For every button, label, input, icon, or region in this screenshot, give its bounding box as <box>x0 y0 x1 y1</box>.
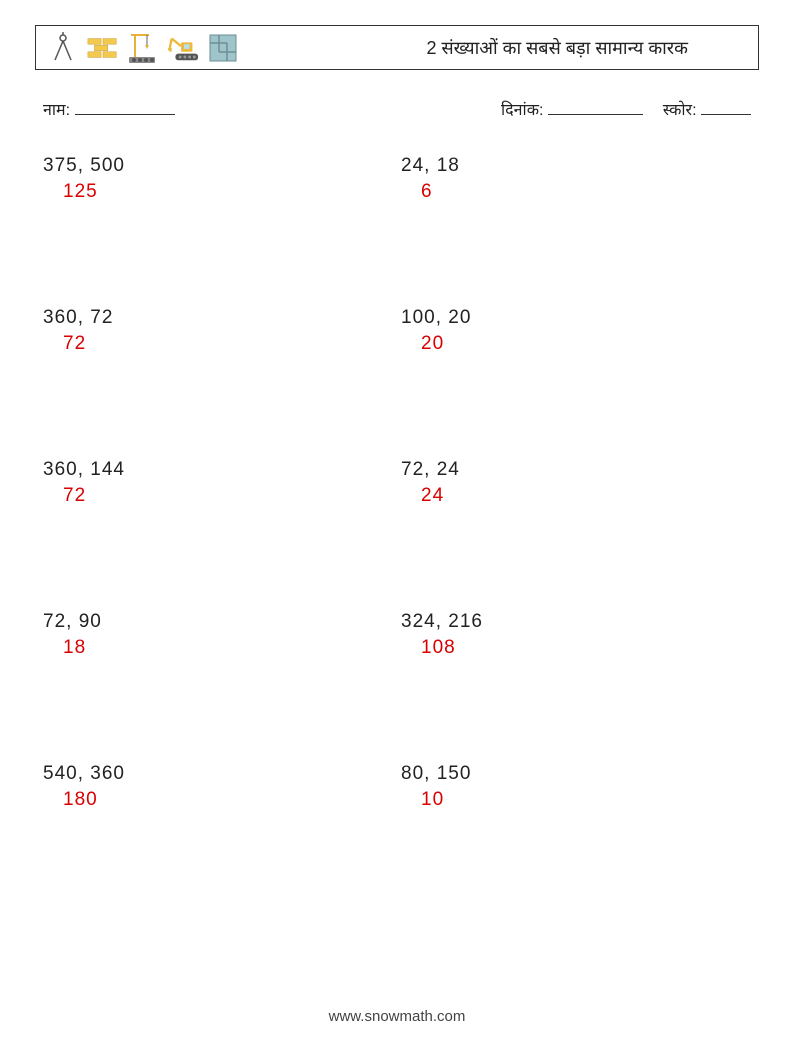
header-box: 2 संख्याओं का सबसे बड़ा सामान्य कारक <box>35 25 759 70</box>
problem-numbers: 72, 90 <box>43 611 401 633</box>
score-blank <box>701 98 751 115</box>
bricks-icon <box>86 31 120 65</box>
info-row: नाम: दिनांक: स्कोर: <box>35 98 759 120</box>
problem-numbers: 375, 500 <box>43 155 401 177</box>
worksheet-title: 2 संख्याओं का सबसे बड़ा सामान्य कारक <box>426 36 748 60</box>
name-blank <box>75 98 175 115</box>
problem-answer: 20 <box>401 333 759 355</box>
problem-answer: 72 <box>43 333 401 355</box>
problem-item: 100, 20 20 <box>401 307 759 459</box>
problem-item: 375, 500 125 <box>43 155 401 307</box>
problems-grid: 375, 500 125 24, 18 6 360, 72 72 100, 20… <box>35 155 759 915</box>
problem-answer: 10 <box>401 789 759 811</box>
problem-item: 72, 90 18 <box>43 611 401 763</box>
problem-numbers: 324, 216 <box>401 611 759 633</box>
problem-item: 540, 360 180 <box>43 763 401 915</box>
problem-item: 24, 18 6 <box>401 155 759 307</box>
problem-item: 72, 24 24 <box>401 459 759 611</box>
problem-numbers: 100, 20 <box>401 307 759 329</box>
problem-answer: 6 <box>401 181 759 203</box>
date-score-group: दिनांक: स्कोर: <box>501 98 751 120</box>
problem-numbers: 72, 24 <box>401 459 759 481</box>
problem-numbers: 540, 360 <box>43 763 401 785</box>
problem-numbers: 24, 18 <box>401 155 759 177</box>
date-label: दिनांक: <box>501 102 543 119</box>
problem-numbers: 360, 72 <box>43 307 401 329</box>
problem-numbers: 360, 144 <box>43 459 401 481</box>
excavator-icon <box>166 31 200 65</box>
score-label: स्कोर: <box>663 102 697 119</box>
problem-item: 360, 144 72 <box>43 459 401 611</box>
problem-item: 324, 216 108 <box>401 611 759 763</box>
name-label: नाम: <box>43 98 70 120</box>
problem-answer: 72 <box>43 485 401 507</box>
footer-url: www.snowmath.com <box>0 1008 794 1025</box>
score-field: स्कोर: <box>663 98 751 120</box>
problem-answer: 24 <box>401 485 759 507</box>
name-field: नाम: <box>43 98 175 120</box>
problem-answer: 18 <box>43 637 401 659</box>
problem-numbers: 80, 150 <box>401 763 759 785</box>
problem-answer: 125 <box>43 181 401 203</box>
problem-answer: 108 <box>401 637 759 659</box>
date-blank <box>548 98 643 115</box>
problem-answer: 180 <box>43 789 401 811</box>
problem-item: 80, 150 10 <box>401 763 759 915</box>
problem-item: 360, 72 72 <box>43 307 401 459</box>
maze-icon <box>206 31 240 65</box>
crane-icon <box>126 31 160 65</box>
compass-icon <box>46 31 80 65</box>
icons-row <box>46 31 240 65</box>
date-field: दिनांक: <box>501 98 643 120</box>
